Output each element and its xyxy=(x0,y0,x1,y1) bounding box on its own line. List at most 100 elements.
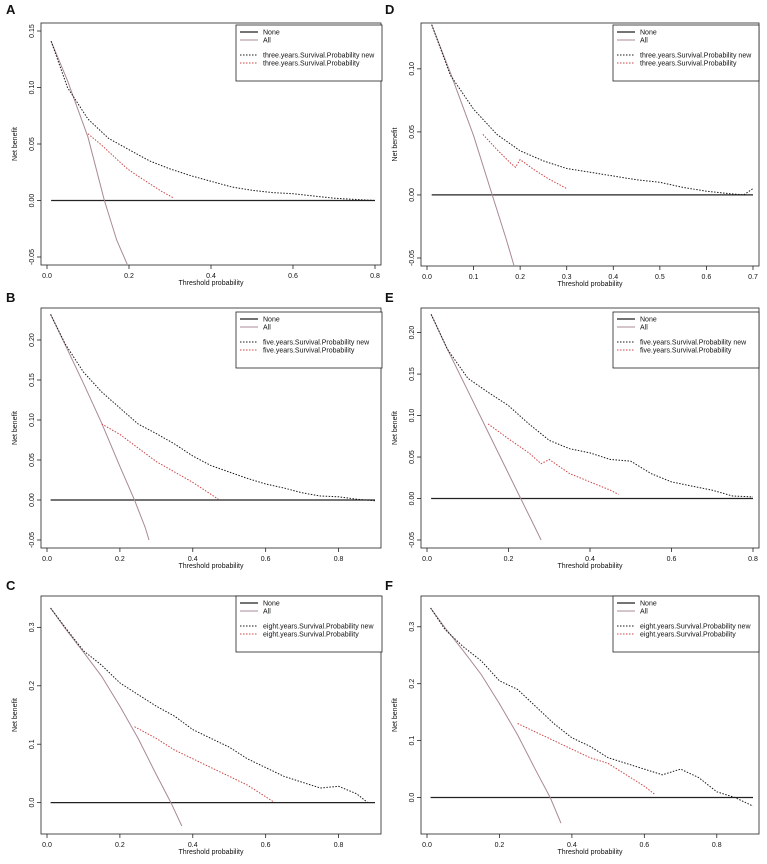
y-tick-label: 0.15 xyxy=(29,373,36,387)
panel-F: F 0.0 0.2 0.4 0.6 0.8 0.0 0.1 0.2 0.3 Threshold pr… xyxy=(385,578,760,856)
x-tick-label: 0.0 xyxy=(422,842,432,849)
y-tick-label: 0.3 xyxy=(29,622,36,632)
series-group xyxy=(431,24,754,266)
legend-entry: All xyxy=(640,609,648,616)
y-tick-label: 0.1 xyxy=(29,739,36,749)
y-axis-label: Net benefit xyxy=(392,698,399,732)
x-tick-label: 0.8 xyxy=(334,556,344,563)
y-tick-label: 0.00 xyxy=(409,492,416,506)
y-axis-label: Net benefit xyxy=(12,127,19,161)
x-axis-label: Threshold probability xyxy=(558,563,623,570)
y-tick-label: 0.10 xyxy=(409,409,416,423)
x-axis-label: Threshold probability xyxy=(179,849,244,856)
y-tick-label: 0.2 xyxy=(29,681,36,691)
series-group xyxy=(430,314,754,541)
series-line-all xyxy=(50,607,183,827)
series-line-old xyxy=(134,726,274,802)
series-line-new xyxy=(50,41,376,201)
panel-letter: A xyxy=(6,2,16,17)
legend-entry: All xyxy=(263,325,271,332)
legend-entry: three.years.Survival.Probability xyxy=(640,61,737,68)
y-axis-label: Net benefit xyxy=(392,128,399,162)
series-line-old xyxy=(487,423,619,495)
legend-entry: None xyxy=(640,30,657,37)
y-tick-label: 0.00 xyxy=(409,188,416,202)
legend-box xyxy=(235,24,383,82)
legend-entry: None xyxy=(263,601,280,608)
x-tick-label: 0.6 xyxy=(667,556,677,563)
panel-B: B 0.0 0.2 0.4 0.6 0.8 -0.05 0.00 0.05 0.10 0.15 0.2… xyxy=(6,290,383,570)
y-tick-label: -0.05 xyxy=(409,250,416,266)
legend-entry: eight.years.Survival.Probability new xyxy=(263,624,374,631)
x-tick-label: 0.4 xyxy=(188,556,198,563)
series-line-new xyxy=(430,607,754,807)
x-tick-label: 0.0 xyxy=(42,273,52,280)
plot-frame xyxy=(40,307,382,549)
x-tick-label: 0.4 xyxy=(188,842,198,849)
legend-entry: All xyxy=(640,38,648,45)
x-tick-label: 0.8 xyxy=(370,273,380,280)
plot-frame xyxy=(420,22,760,267)
x-tick-label: 0.8 xyxy=(748,556,758,563)
x-tick-label: 0.4 xyxy=(206,273,216,280)
y-tick-label: 0.20 xyxy=(29,333,36,347)
x-tick-label: 0.6 xyxy=(639,842,649,849)
plot-frame xyxy=(420,595,760,835)
panel-letter: C xyxy=(6,578,16,593)
y-tick-label: 0.20 xyxy=(409,326,416,340)
panel-D: D 0.0 0.1 0.2 0.3 0.4 0.5 0.6 0.7 -0.05 0.00 0.05 0.… xyxy=(385,2,760,288)
series-group xyxy=(50,314,376,541)
series-line-new xyxy=(430,314,754,498)
x-tick-label: 0.8 xyxy=(334,842,344,849)
y-tick-label: 0.2 xyxy=(409,679,416,689)
legend-box xyxy=(612,595,760,653)
legend-entry: five.years.Survival.Probability xyxy=(263,348,355,355)
legend-entry: None xyxy=(263,317,280,324)
legend-entry: five.years.Survival.Probability new xyxy=(640,340,747,347)
y-tick-label: 0.3 xyxy=(409,622,416,632)
series-line-all xyxy=(430,314,542,541)
x-tick-label: 0.0 xyxy=(42,556,52,563)
legend-entry: All xyxy=(640,325,648,332)
x-tick-label: 0.1 xyxy=(469,274,479,281)
legend-box xyxy=(612,311,760,369)
y-axis-label: Net benefit xyxy=(12,411,19,445)
series-line-all xyxy=(430,607,562,824)
x-tick-label: 0.0 xyxy=(422,556,432,563)
x-tick-label: 0.6 xyxy=(288,273,298,280)
x-tick-label: 0.2 xyxy=(115,556,125,563)
panel-letter: B xyxy=(6,290,15,305)
series-group xyxy=(50,607,375,827)
series-line-new xyxy=(50,314,376,502)
y-tick-label: -0.05 xyxy=(409,532,416,548)
legend-entry: None xyxy=(640,317,657,324)
y-tick-label: 0.10 xyxy=(29,413,36,427)
x-tick-label: 0.2 xyxy=(124,273,134,280)
y-tick-label: 0.15 xyxy=(409,367,416,381)
legend-entry: five.years.Survival.Probability new xyxy=(263,340,370,347)
series-line-old xyxy=(517,723,656,796)
panel-C: C 0.0 0.2 0.4 0.6 0.8 0.0 0.1 0.2 0.3 Threshold pr… xyxy=(6,578,383,856)
y-tick-label: 0.05 xyxy=(409,125,416,139)
legend-entry: None xyxy=(640,601,657,608)
panel-A: A 0.0 0.2 0.4 0.6 0.8 -0.05 0.00 0.05 0.10 0.15 Thr… xyxy=(6,2,383,287)
series-group xyxy=(430,607,754,824)
x-axis-label: Threshold probability xyxy=(558,281,623,288)
x-tick-label: 0.3 xyxy=(562,274,572,281)
y-tick-label: 0.00 xyxy=(29,194,36,208)
x-tick-label: 0.5 xyxy=(655,274,665,281)
y-axis-label: Net benefit xyxy=(392,411,399,445)
x-tick-label: 0.4 xyxy=(608,274,618,281)
x-tick-label: 0.4 xyxy=(567,842,577,849)
x-tick-label: 0.0 xyxy=(42,842,52,849)
legend-entry: three.years.Survival.Probability xyxy=(263,61,360,68)
series-line-all xyxy=(50,314,150,541)
legend-box xyxy=(235,311,383,369)
legend-entry: eight.years.Survival.Probability xyxy=(640,632,736,639)
x-tick-label: 0.6 xyxy=(261,556,271,563)
y-tick-label: 0.00 xyxy=(29,493,36,507)
